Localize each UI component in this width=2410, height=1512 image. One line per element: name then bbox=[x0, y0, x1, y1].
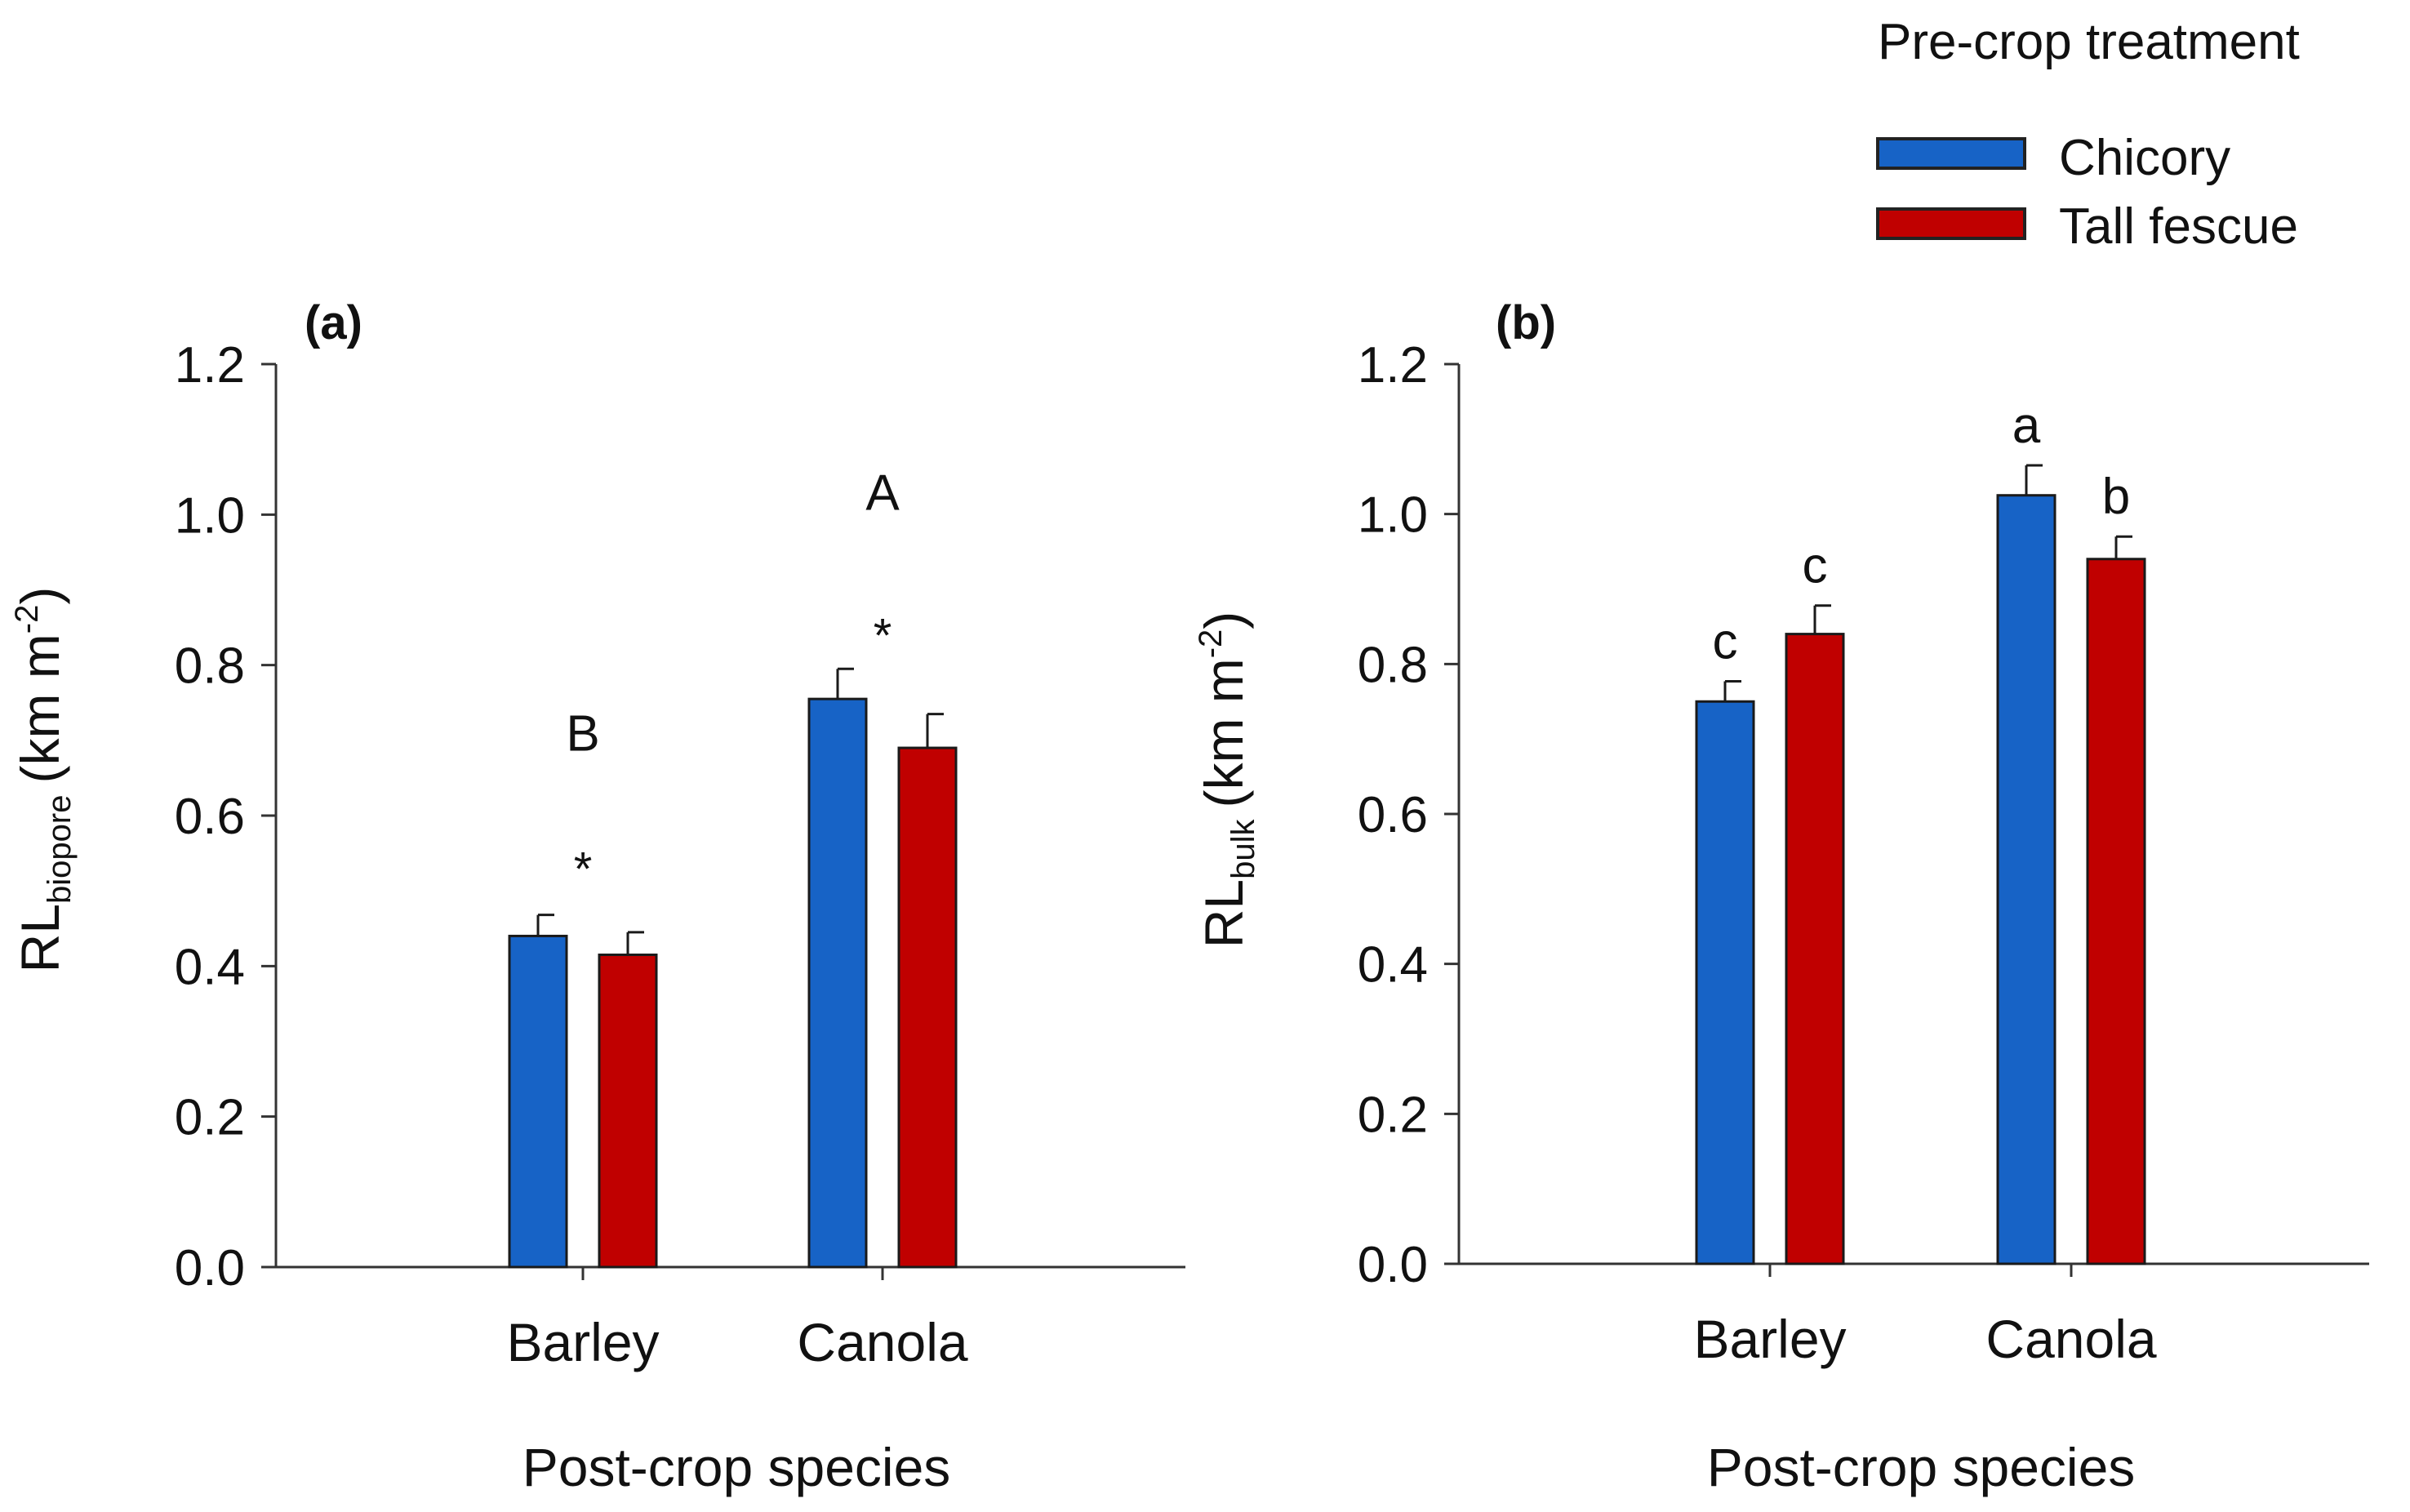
panel-b-bar bbox=[1785, 633, 1845, 1265]
panel-a-bar bbox=[897, 746, 958, 1269]
panel-b-y-tick-label: 0.8 bbox=[1358, 637, 1428, 693]
panel-b-y-tick-label: 0.2 bbox=[1358, 1087, 1428, 1143]
panel-a-group-letter: B bbox=[566, 706, 599, 763]
panel-b-xlabel: Post-crop species bbox=[1707, 1437, 2136, 1497]
panel-a-y-tick-label: 0.2 bbox=[175, 1090, 245, 1146]
panel-b-ylabel: RLbulk (km m-2) bbox=[1193, 611, 1261, 949]
panel-b-ylabel-close: ) bbox=[1194, 611, 1254, 629]
panel-b-ylabel-main: RL bbox=[1194, 879, 1254, 948]
panel-b-bar-letter: c bbox=[1713, 613, 1738, 669]
panel-b-ylabel-sup: -2 bbox=[1193, 629, 1229, 659]
panel-a-y-tick-label: 0.8 bbox=[175, 638, 245, 695]
panel-a-y-tick-label: 0.4 bbox=[175, 939, 245, 995]
panel-b-bar bbox=[2086, 558, 2146, 1265]
panel-a-ylabel-main: RL bbox=[10, 904, 70, 972]
panel-a-x-tick-label: Canola bbox=[797, 1312, 967, 1372]
legend-title: Pre-crop treatment bbox=[1878, 14, 2300, 70]
panel-b-ylabel-sub: bulk bbox=[1225, 819, 1261, 879]
panel-a-ylabel-sup: -2 bbox=[9, 605, 45, 634]
panel-a-significance-star: * bbox=[874, 610, 892, 663]
panel-b-bar-letter: a bbox=[2012, 398, 2041, 454]
panel-b-y-tick-label: 1.2 bbox=[1358, 337, 1428, 394]
panel-b-ylabel-units: (km m bbox=[1194, 658, 1254, 807]
panel-a-y-tick-label: 1.2 bbox=[175, 337, 245, 394]
panel-a-y-tick-label: 1.0 bbox=[175, 487, 245, 544]
panel-b-y-tick-label: 0.6 bbox=[1358, 787, 1428, 843]
panel-a-bar bbox=[508, 934, 568, 1269]
panel-a-y-tick-label: 0.0 bbox=[175, 1240, 245, 1296]
panel-b: (b) RLbulk (km m-2) Post-crop species 0.0… bbox=[1193, 296, 2369, 1497]
panel-a-ylabel-sub: biopore bbox=[42, 795, 78, 904]
legend-label-tall-fescue: Tall fescue bbox=[2059, 198, 2298, 255]
legend-label-chicory: Chicory bbox=[2059, 130, 2230, 186]
panel-a-label: (a) bbox=[305, 296, 362, 349]
panel-a-ylabel-close: ) bbox=[10, 587, 70, 605]
legend: Pre-crop treatment Chicory Tall fescue bbox=[1876, 14, 2300, 255]
panel-a-ylabel-units: (km m bbox=[10, 634, 70, 783]
panel-a-y-tick-label: 0.6 bbox=[175, 789, 245, 845]
panel-b-x-tick-label: Barley bbox=[1693, 1309, 1846, 1369]
panel-b-y-tick-label: 0.0 bbox=[1358, 1237, 1428, 1293]
panel-a: (a) RLbiopore(km m-2) Post-crop species … bbox=[9, 296, 1185, 1497]
panel-b-bar-letter: b bbox=[2102, 469, 2130, 525]
panel-b-x-tick-label: Canola bbox=[1985, 1309, 2156, 1369]
panel-b-bar bbox=[1996, 494, 2057, 1265]
panel-b-bar-letter: c bbox=[1803, 538, 1828, 594]
panel-a-ylabel: RLbiopore (km m-2) bbox=[9, 587, 78, 973]
panel-b-y-tick-label: 0.4 bbox=[1358, 937, 1428, 994]
panel-a-significance-star: * bbox=[574, 843, 593, 896]
legend-swatch-chicory bbox=[1876, 137, 2026, 170]
panel-b-y-tick-label: 1.0 bbox=[1358, 487, 1428, 544]
panel-a-bar bbox=[598, 954, 658, 1269]
panel-b-bar bbox=[1695, 700, 1755, 1265]
panel-a-bar bbox=[807, 697, 868, 1269]
legend-swatch-tall-fescue bbox=[1876, 207, 2026, 240]
panel-b-label: (b) bbox=[1496, 296, 1556, 349]
panel-a-xlabel: Post-crop species bbox=[522, 1437, 951, 1497]
panel-a-x-tick-label: Barley bbox=[506, 1312, 659, 1372]
panel-a-group-letter: A bbox=[865, 465, 900, 522]
